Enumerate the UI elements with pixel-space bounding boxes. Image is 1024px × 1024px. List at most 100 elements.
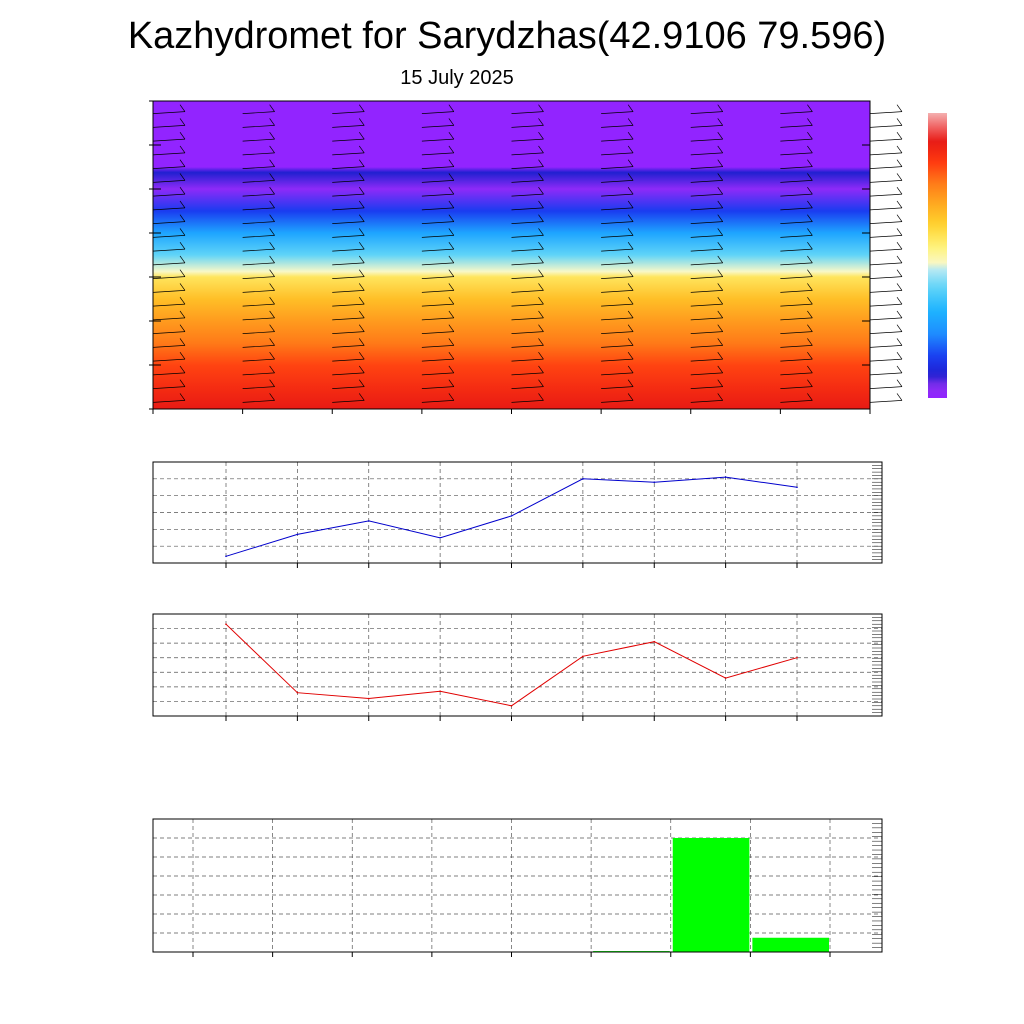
wind-barb: [421, 193, 454, 197]
wind-barb: [332, 400, 365, 403]
wind-barb-flag: [807, 214, 813, 222]
wind-barb: [242, 358, 275, 362]
wind-barb: [421, 303, 454, 307]
wind-barb-flag: [179, 118, 186, 126]
wind-barb-flag: [269, 131, 275, 140]
wind-barb-flag: [896, 186, 903, 195]
cross-section-field: [153, 101, 870, 409]
wind-barb-flag: [807, 269, 813, 277]
wind-barb-flag: [896, 241, 903, 250]
wind-barb-flag: [538, 296, 544, 305]
wind-barb: [332, 290, 365, 293]
wind-barb: [152, 221, 186, 224]
wind-barb: [421, 276, 454, 279]
wind-barb: [869, 331, 903, 334]
wind-barb-flag: [448, 310, 455, 319]
wind-barb-flag: [717, 283, 724, 291]
wind-barb: [421, 180, 454, 183]
data-point: [796, 486, 798, 489]
wind-barb: [780, 248, 813, 252]
wind-barb: [242, 111, 275, 114]
wind-barb: [421, 386, 454, 389]
wind-barb-flag: [627, 255, 634, 264]
wind-barb-flag: [448, 379, 455, 387]
wind-barb: [690, 290, 723, 293]
wind-barb: [511, 400, 544, 403]
wind-barb-flag: [269, 283, 275, 291]
wind-barb-flag: [717, 296, 724, 305]
wind-barb-flag: [627, 145, 634, 154]
wind-barb: [242, 276, 275, 279]
wind-barb: [152, 303, 186, 307]
wind-barb-flag: [269, 324, 275, 332]
wind-barb: [332, 235, 365, 238]
wind-barb-flag: [179, 145, 186, 154]
data-point: [439, 690, 441, 693]
wind-barb-flag: [448, 159, 455, 167]
wind-barb: [690, 180, 723, 183]
wind-barb-flag: [627, 241, 634, 250]
wind-barb-flag: [448, 241, 455, 250]
wind-barb: [152, 290, 186, 293]
wind-barb-flag: [358, 104, 365, 112]
data-point: [582, 478, 584, 480]
wind-barb-flag: [896, 338, 903, 346]
wind-barb-flag: [807, 296, 813, 305]
wind-barb-flag: [717, 200, 724, 209]
wind-barb: [869, 345, 903, 348]
wind-barb-flag: [717, 338, 724, 346]
chart-date: 15 July 2025: [400, 67, 513, 89]
panel-frame: [152, 461, 883, 564]
wind-barb-flag: [448, 214, 455, 222]
wind-barb-flag: [717, 145, 724, 154]
wind-barb-flag: [717, 159, 724, 167]
wind-barb: [332, 152, 365, 156]
wind-barb: [152, 180, 186, 183]
wind-barb: [601, 193, 634, 197]
wind-barb-flag: [538, 324, 544, 332]
wind-barb-flag: [179, 269, 186, 277]
wind-barb-flag: [627, 214, 634, 222]
wind-barb-flag: [448, 228, 455, 236]
wind-barb-flag: [448, 283, 455, 291]
wind-barb-flag: [538, 118, 544, 126]
wind-barb-flag: [179, 338, 186, 346]
wind-barb-flag: [448, 104, 455, 112]
wind-barb: [152, 317, 186, 321]
wind-barb-flag: [179, 393, 186, 401]
panel-frame: [152, 613, 883, 717]
wind-barb: [421, 358, 454, 362]
wind-barb: [780, 152, 813, 156]
wind-barb-flag: [179, 228, 186, 236]
wind-barb-flag: [358, 214, 365, 222]
wind-barb: [242, 221, 275, 224]
wind-barb: [242, 303, 275, 307]
wind-barb: [242, 248, 275, 252]
colorbar-bar: [928, 113, 947, 398]
wind-barb: [511, 193, 544, 197]
wind-barb-flag: [179, 200, 186, 209]
wind-barb-flag: [269, 214, 275, 222]
wind-barb: [152, 345, 186, 348]
wind-barb-flag: [627, 379, 634, 387]
wind-barb-flag: [717, 214, 724, 222]
wind-barb: [690, 276, 723, 279]
wind-barb-flag: [807, 118, 813, 126]
wind-barb: [690, 235, 723, 238]
wind-barb: [511, 345, 544, 348]
wind-barb: [780, 193, 813, 197]
wind-barb-flag: [807, 200, 813, 209]
wind-barb: [421, 331, 454, 334]
wind-barb-flag: [358, 159, 365, 167]
wind-barb-flag: [538, 393, 544, 401]
wind-barb-flag: [269, 255, 275, 264]
wind-barb-flag: [807, 228, 813, 236]
wind-barb-flag: [896, 200, 903, 209]
wind-barb-flag: [269, 159, 275, 167]
wind-barb-flag: [717, 118, 724, 126]
wind-barb: [332, 221, 365, 224]
wind-barb-flag: [358, 296, 365, 305]
wind-barb: [869, 317, 903, 321]
wind-barb-flag: [179, 283, 186, 291]
data-point: [296, 691, 299, 694]
